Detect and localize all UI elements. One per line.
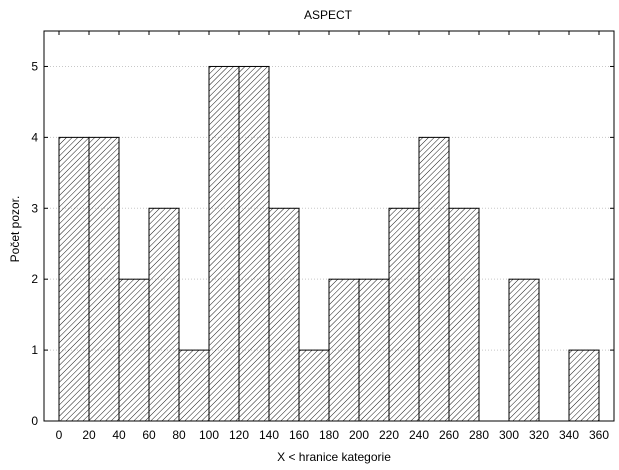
histogram-bar bbox=[58, 136, 90, 422]
x-tick-label: 180 bbox=[319, 428, 339, 442]
x-tick-label: 240 bbox=[409, 428, 429, 442]
x-tick-label: 200 bbox=[349, 428, 369, 442]
x-tick-label: 100 bbox=[199, 428, 219, 442]
histogram-bar bbox=[328, 278, 360, 422]
histogram-bar bbox=[208, 65, 240, 422]
y-tick-label: 3 bbox=[31, 201, 38, 215]
histogram-bar bbox=[388, 207, 420, 422]
x-tick-label: 60 bbox=[142, 428, 156, 442]
histogram-bar bbox=[298, 349, 330, 422]
x-tick-label: 300 bbox=[499, 428, 519, 442]
y-tick-label: 0 bbox=[31, 414, 38, 428]
histogram-bar bbox=[508, 278, 540, 422]
y-tick-label: 1 bbox=[31, 343, 38, 357]
x-axis-title: X < hranice kategorie bbox=[277, 450, 391, 464]
bars bbox=[58, 65, 600, 422]
histogram-bar bbox=[568, 349, 600, 422]
y-tick-label: 5 bbox=[31, 59, 38, 73]
x-tick-label: 140 bbox=[259, 428, 279, 442]
chart-title: ASPECT bbox=[304, 8, 353, 22]
x-tick-label: 80 bbox=[172, 428, 186, 442]
y-tick-label: 2 bbox=[31, 272, 38, 286]
histogram-bar bbox=[268, 207, 300, 422]
histogram-bar bbox=[118, 278, 150, 422]
x-tick-label: 120 bbox=[229, 428, 249, 442]
histogram-bar bbox=[148, 207, 180, 422]
x-tick-label: 340 bbox=[559, 428, 579, 442]
y-axis-title: Počet pozor. bbox=[8, 196, 22, 263]
histogram-bar bbox=[238, 65, 270, 422]
histogram-bar bbox=[418, 136, 450, 422]
x-tick-label: 20 bbox=[82, 428, 96, 442]
histogram-bar bbox=[358, 278, 390, 422]
x-axis-ticks: 0 20 40 60 80 100 120 140 160 180 200 220 240 260 280 3… bbox=[56, 31, 609, 442]
histogram-bar bbox=[88, 136, 120, 422]
x-tick-label: 0 bbox=[56, 428, 63, 442]
x-tick-label: 360 bbox=[589, 428, 609, 442]
y-axis-ticks: 0 1 2 3 4 5 bbox=[31, 59, 614, 428]
x-tick-label: 40 bbox=[112, 428, 126, 442]
x-tick-label: 280 bbox=[469, 428, 489, 442]
y-tick-label: 4 bbox=[31, 130, 38, 144]
x-tick-label: 320 bbox=[529, 428, 549, 442]
x-tick-label: 220 bbox=[379, 428, 399, 442]
x-tick-label: 260 bbox=[439, 428, 459, 442]
x-tick-label: 160 bbox=[289, 428, 309, 442]
histogram-bar bbox=[178, 349, 210, 422]
histogram-bar bbox=[448, 207, 480, 422]
